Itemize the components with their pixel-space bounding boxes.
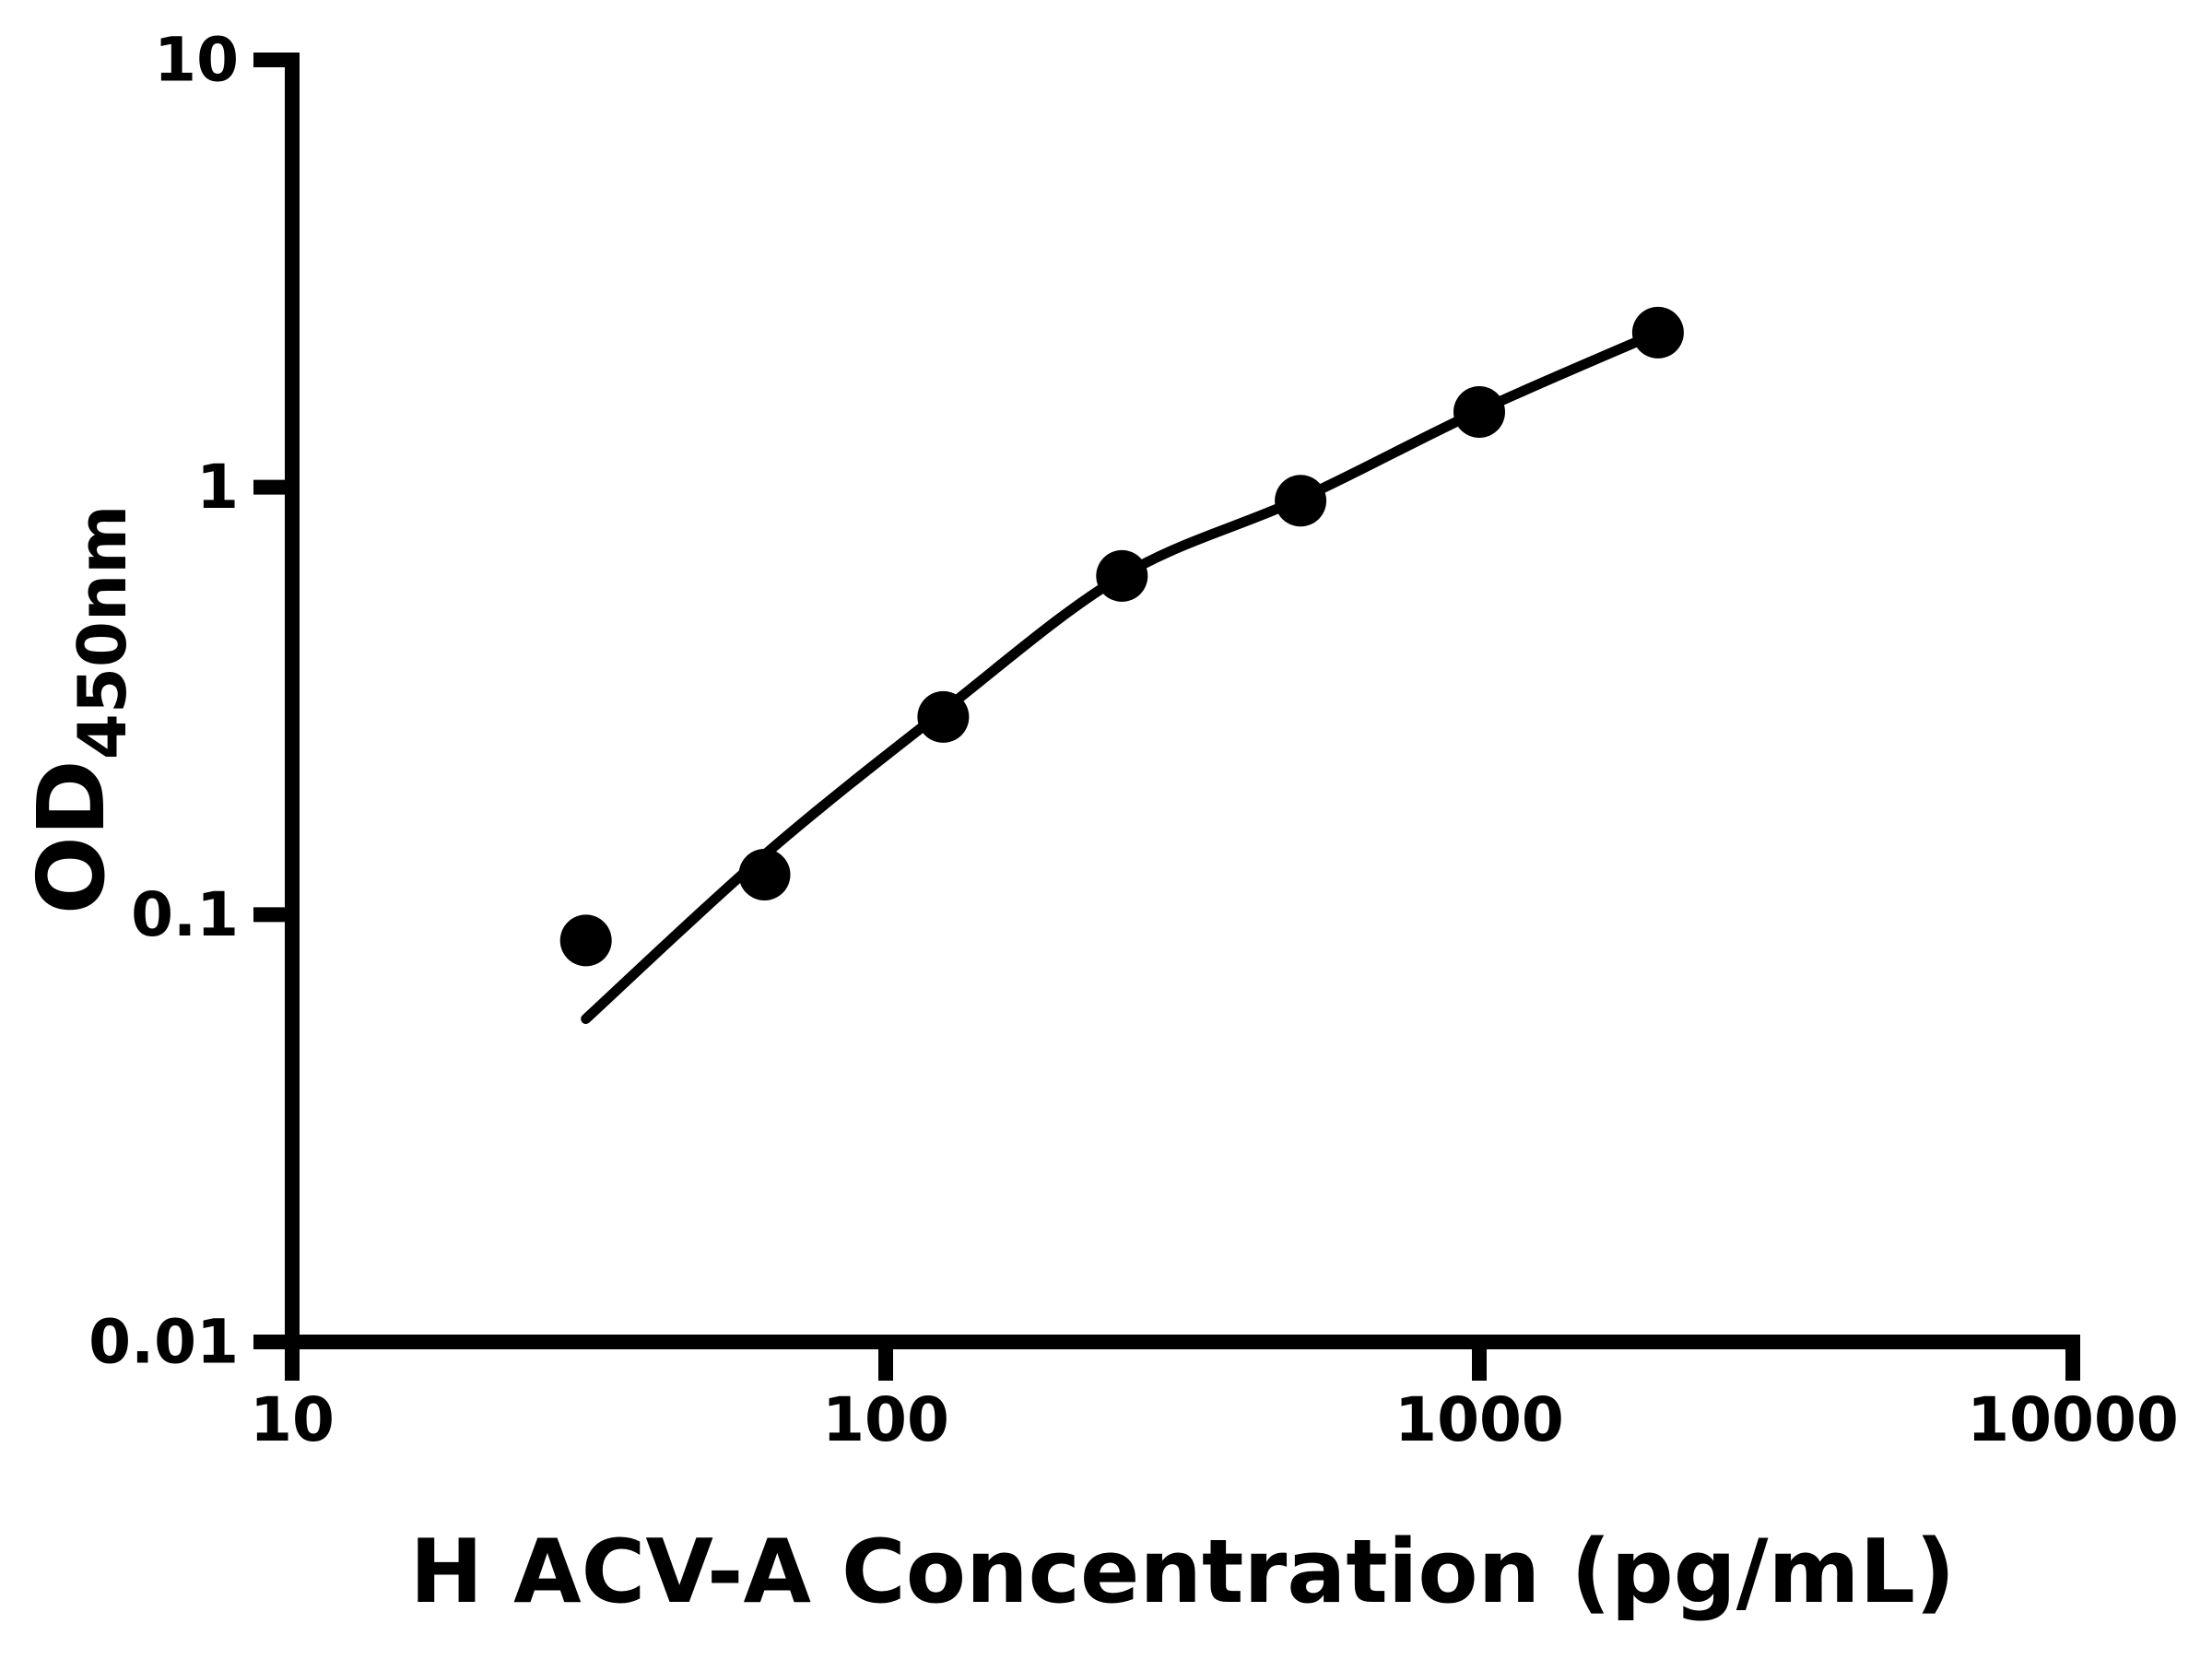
x-axis-title: H ACV-A Concentration (pg/mL) [410,1522,1956,1623]
x-tick-label: 10000 [1967,1384,2179,1455]
data-point-marker [1453,386,1505,438]
y-axis-title-main: OD [18,759,125,914]
data-point-marker [1096,549,1148,602]
data-point-marker [1631,306,1684,359]
y-axis-title-subscript: 450nm [64,505,141,760]
data-point-marker [738,849,791,900]
y-axis-title: OD450nm [18,505,141,915]
data-point-marker [917,690,970,743]
x-tick-label: 100 [822,1384,949,1455]
y-tick-label: 10 [154,25,239,96]
y-tick-label: 0.01 [88,1307,239,1378]
fit-curve [581,327,1664,1024]
data-point-marker [559,914,612,967]
y-tick-label: 0.1 [131,879,239,950]
x-tick-label: 1000 [1394,1384,1564,1455]
data-point-marker [1275,475,1327,527]
x-tick-label: 10 [250,1384,335,1455]
data-points-group [559,306,1684,967]
axes-group [253,53,2080,1381]
y-tick-label: 1 [196,452,239,523]
